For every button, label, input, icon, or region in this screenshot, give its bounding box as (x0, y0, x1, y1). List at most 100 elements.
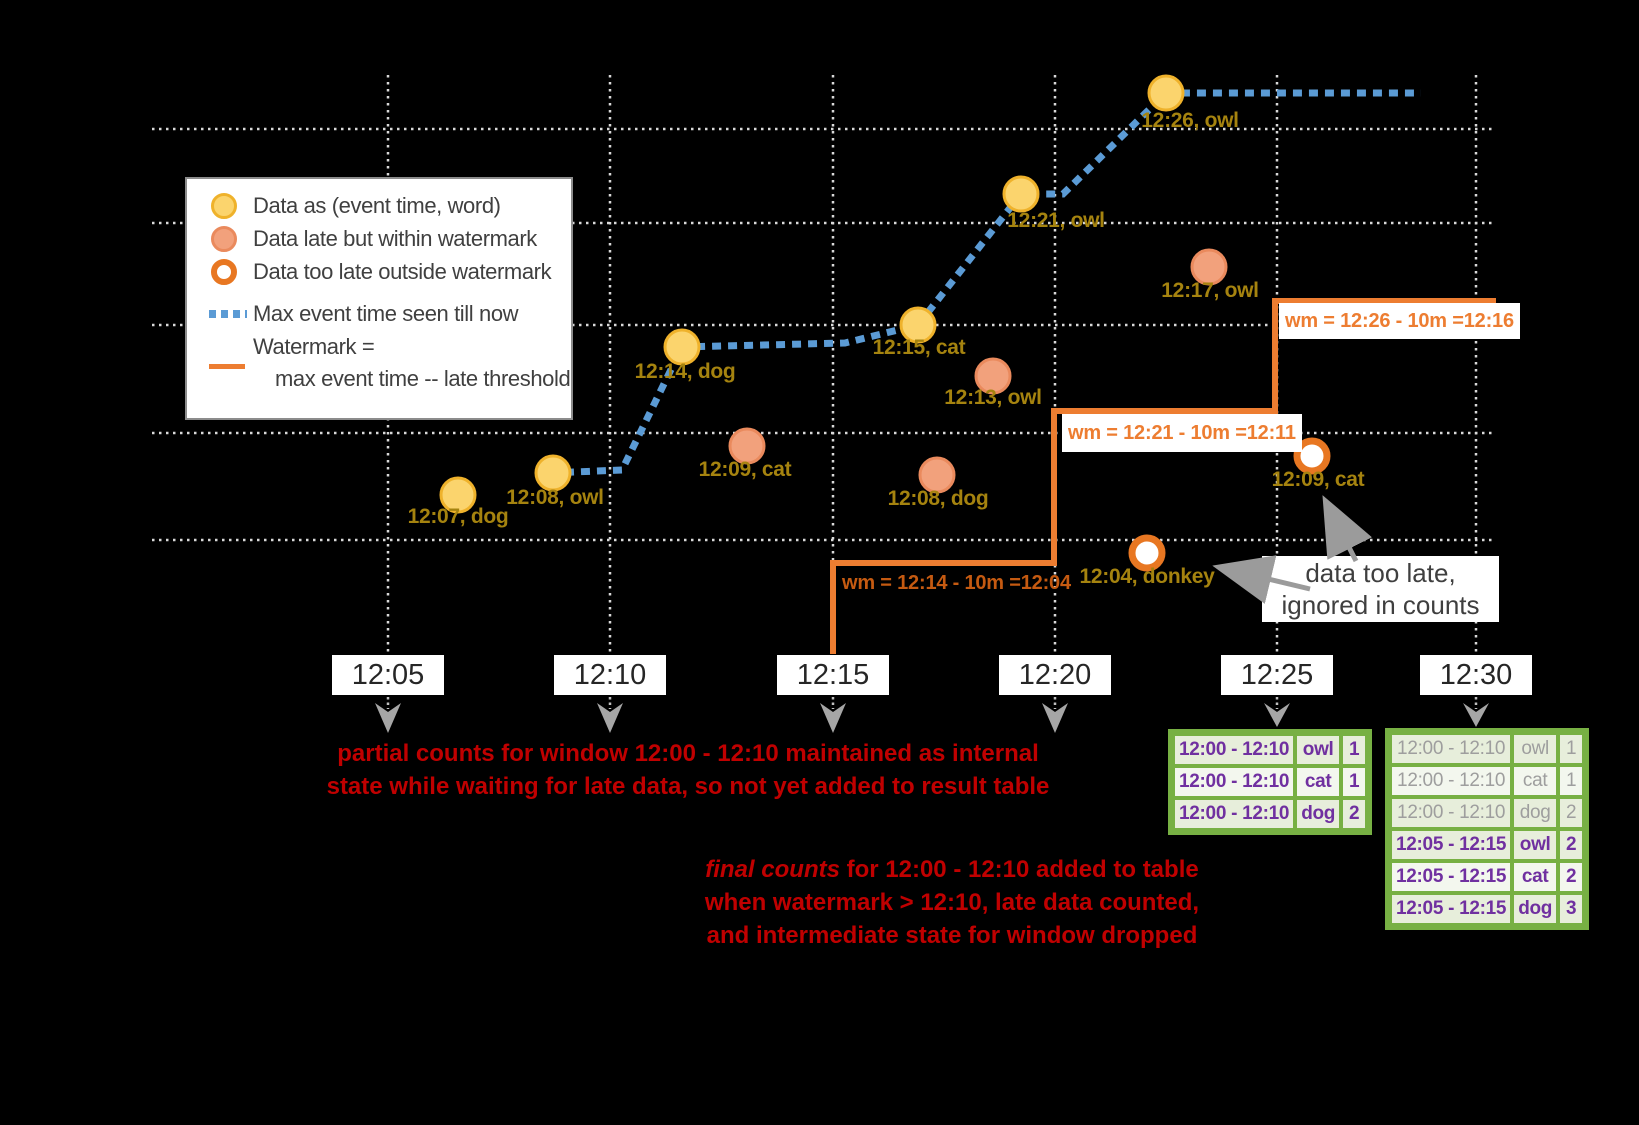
tick-label-12-05: 12:05 (332, 655, 444, 695)
legend-label: Watermark = (253, 334, 375, 359)
data-point-12-08-dog-late (918, 456, 956, 494)
word-cell: dog (1514, 895, 1557, 923)
tick-label-12-25: 12:25 (1221, 655, 1333, 695)
legend-label-line2: max event time -- late threshold (275, 366, 571, 391)
legend-item-late: Data late but within watermark (205, 226, 571, 252)
data-point-12-15-cat (899, 306, 937, 344)
data-point-12-09-cat-too-late (1293, 437, 1331, 475)
window-cell: 12:00 - 12:10 (1175, 736, 1294, 764)
final-counts-emphasis: final counts (705, 856, 840, 883)
data-point-12-07-dog (439, 476, 477, 514)
word-cell: cat (1514, 863, 1557, 891)
data-point-12-13-owl-late (974, 357, 1012, 395)
max-event-time-dash-icon (209, 310, 247, 318)
table-row: 12:00 - 12:10 dog 2 (1392, 799, 1583, 827)
count-cell: 2 (1343, 800, 1366, 828)
tick-label-12-30: 12:30 (1420, 655, 1532, 695)
data-point-12-14-dog (663, 328, 701, 366)
word-cell: cat (1297, 768, 1340, 796)
data-point-12-21-owl (1002, 175, 1040, 213)
legend-item-on-time: Data as (event time, word) (205, 193, 571, 219)
table-row: 12:05 - 12:15 cat 2 (1392, 863, 1583, 891)
legend-item-max-event-time: Max event time seen till now (205, 301, 571, 327)
table-row: 12:00 - 12:10 cat 1 (1392, 767, 1583, 795)
data-point-12-17-owl-late (1190, 248, 1228, 286)
window-cell: 12:05 - 12:15 (1392, 831, 1511, 859)
count-cell: 2 (1560, 799, 1583, 827)
word-cell: owl (1514, 831, 1557, 859)
partial-counts-note: partial counts for window 12:00 - 12:10 … (268, 737, 1108, 803)
point-label: 12:13, owl (944, 386, 1042, 409)
tick-arrowhead-icon (1463, 703, 1489, 727)
watermark-label-12-16: wm = 12:26 - 10m =12:16 (1279, 303, 1520, 339)
data-point-12-26-owl (1147, 74, 1185, 112)
point-label: 12:04, donkey (1079, 565, 1215, 588)
tick-label-12-20: 12:20 (999, 655, 1111, 695)
watermark-line (830, 298, 1496, 654)
table-row: 12:00 - 12:10 owl 1 (1175, 736, 1366, 764)
count-cell: 2 (1560, 831, 1583, 859)
point-label: 12:09, cat (1271, 468, 1365, 491)
data-point-12-08-owl (534, 454, 572, 492)
data-point-12-09-cat-late (728, 427, 766, 465)
table-row: 12:05 - 12:15 dog 3 (1392, 895, 1583, 923)
partial-counts-note-line2: state while waiting for late data, so no… (326, 773, 1050, 800)
window-cell: 12:00 - 12:10 (1392, 799, 1511, 827)
window-cell: 12:05 - 12:15 (1392, 895, 1511, 923)
legend-label: Max event time seen till now (253, 301, 519, 326)
tick-arrowhead-icon (1042, 703, 1068, 733)
count-cell: 3 (1560, 895, 1583, 923)
table-row: 12:00 - 12:10 cat 1 (1175, 768, 1366, 796)
window-cell: 12:00 - 12:10 (1392, 735, 1511, 763)
tick-arrowhead-icon (597, 703, 623, 733)
final-counts-note-line1: final counts for 12:00 - 12:10 added to … (705, 856, 1199, 883)
intermediate-state-table: 12:00 - 12:10 owl 1 12:00 - 12:10 cat 1 … (1168, 729, 1373, 835)
watermark-line-icon (209, 364, 245, 369)
point-label: 12:17, owl (1161, 279, 1259, 302)
tick-label-12-10: 12:10 (554, 655, 666, 695)
window-cell: 12:00 - 12:10 (1175, 800, 1294, 828)
too-late-callout: data too late, ignored in counts (1262, 556, 1499, 622)
window-cell: 12:05 - 12:15 (1392, 863, 1511, 891)
final-counts-note-line2: when watermark > 12:10, late data counte… (704, 889, 1200, 916)
legend-label: Data late but within watermark (253, 226, 537, 251)
count-cell: 2 (1560, 863, 1583, 891)
final-counts-note-line3: and intermediate state for window droppe… (706, 922, 1198, 949)
word-cell: owl (1297, 736, 1340, 764)
too-late-ring-icon (211, 259, 237, 285)
tick-arrowhead-icon (820, 703, 846, 733)
point-label: 12:08, owl (506, 486, 604, 509)
tick-label-12-15: 12:15 (777, 655, 889, 695)
window-cell: 12:00 - 12:10 (1175, 768, 1294, 796)
point-label: 12:15, cat (872, 336, 966, 359)
point-label: 12:08, dog (887, 487, 989, 510)
on-time-dot-icon (211, 193, 237, 219)
watermark-label-12-11: wm = 12:21 - 10m =12:11 (1062, 414, 1302, 452)
point-label: 12:09, cat (698, 458, 792, 481)
legend-label: Data too late outside watermark (253, 259, 552, 284)
window-cell: 12:00 - 12:10 (1392, 767, 1511, 795)
word-cell: dog (1514, 799, 1557, 827)
data-point-12-04-donkey-too-late (1128, 534, 1166, 572)
point-label: 12:26, owl (1141, 109, 1239, 132)
count-cell: 1 (1343, 768, 1366, 796)
too-late-callout-line1: data too late, (1305, 558, 1456, 588)
word-cell: dog (1297, 800, 1340, 828)
count-cell: 1 (1343, 736, 1366, 764)
legend: Data as (event time, word) Data late but… (185, 177, 573, 420)
legend-item-watermark: Watermark = max event time -- late thres… (205, 334, 571, 392)
count-cell: 1 (1560, 767, 1583, 795)
late-dot-icon (211, 226, 237, 252)
tick-arrowhead-icon (375, 703, 401, 733)
tick-arrowhead-icon (1264, 703, 1290, 727)
word-cell: owl (1514, 735, 1557, 763)
partial-counts-note-line1: partial counts for window 12:00 - 12:10 … (337, 740, 1039, 767)
table-row: 12:05 - 12:15 owl 2 (1392, 831, 1583, 859)
too-late-callout-line2: ignored in counts (1281, 590, 1480, 620)
legend-item-too-late: Data too late outside watermark (205, 259, 571, 285)
point-label: 12:14, dog (634, 360, 736, 383)
result-table: 12:00 - 12:10 owl 1 12:00 - 12:10 cat 1 … (1385, 728, 1590, 930)
word-cell: cat (1514, 767, 1557, 795)
